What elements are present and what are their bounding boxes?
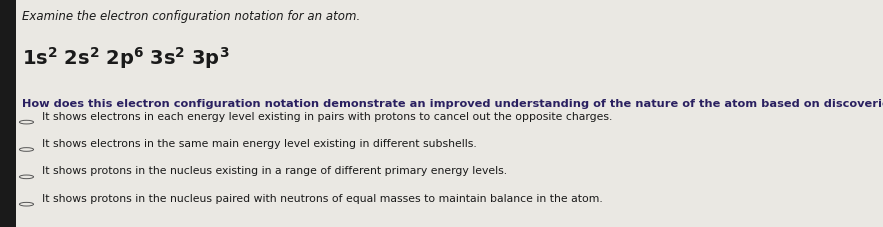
FancyBboxPatch shape	[0, 0, 16, 227]
Text: $\mathbf{1s^2\ 2s^2\ 2p^6\ 3s^2\ 3p^3}$: $\mathbf{1s^2\ 2s^2\ 2p^6\ 3s^2\ 3p^3}$	[22, 45, 230, 71]
Text: It shows protons in the nucleus paired with neutrons of equal masses to maintain: It shows protons in the nucleus paired w…	[42, 193, 603, 203]
Text: Examine the electron configuration notation for an atom.: Examine the electron configuration notat…	[22, 10, 360, 23]
Text: How does this electron configuration notation demonstrate an improved understand: How does this electron configuration not…	[22, 99, 883, 109]
Text: It shows protons in the nucleus existing in a range of different primary energy : It shows protons in the nucleus existing…	[42, 166, 508, 176]
Text: It shows electrons in each energy level existing in pairs with protons to cancel: It shows electrons in each energy level …	[42, 111, 613, 121]
Text: It shows electrons in the same main energy level existing in different subshells: It shows electrons in the same main ener…	[42, 138, 477, 148]
